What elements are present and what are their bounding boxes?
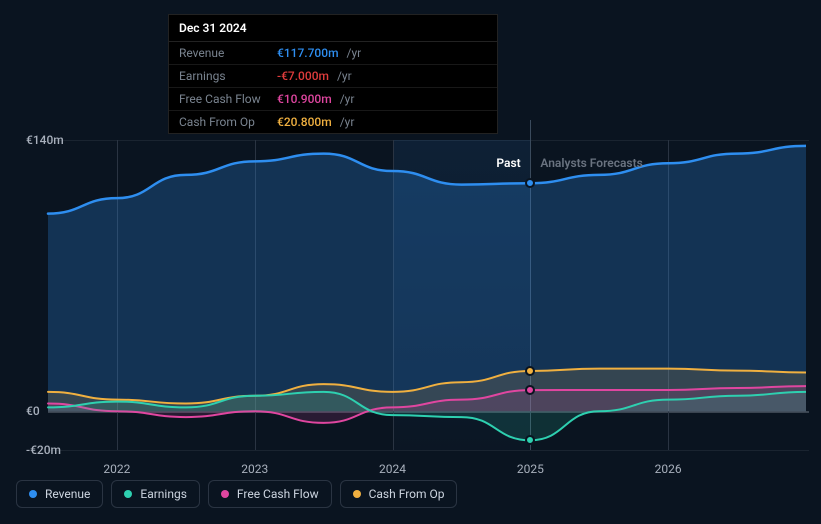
legend-dot-icon [353, 490, 361, 498]
x-axis-label: 2026 [655, 462, 682, 476]
tooltip-row-value: €117.700m [277, 46, 339, 60]
tooltip-row-label: Free Cash Flow [179, 92, 269, 106]
legend-label: Earnings [140, 487, 187, 501]
tooltip-date: Dec 31 2024 [169, 15, 497, 42]
legend-item-earnings[interactable]: Earnings [111, 480, 200, 508]
chart-container: Past Analysts Forecasts €140m €0 -€20m 202… [16, 120, 809, 508]
legend-item-free-cash-flow[interactable]: Free Cash Flow [208, 480, 332, 508]
tooltip-row: Revenue €117.700m/yr [169, 42, 497, 65]
x-axis-label: 2024 [379, 462, 406, 476]
legend-label: Revenue [45, 487, 90, 501]
past-label: Past [496, 156, 520, 170]
legend-dot-icon [29, 490, 37, 498]
tooltip-row-value: -€7.000m [277, 69, 329, 83]
y-axis-label: -€20m [26, 443, 61, 457]
y-axis-label: €0 [26, 404, 40, 418]
x-axis-label: 2025 [517, 462, 544, 476]
x-axis-label: 2023 [241, 462, 268, 476]
tooltip-row-label: Cash From Op [179, 115, 269, 129]
forecast-label: Analysts Forecasts [540, 156, 642, 170]
marker-cash-from-op [525, 366, 535, 376]
x-axis-label: 2022 [103, 462, 130, 476]
chart-legend: Revenue Earnings Free Cash Flow Cash From O… [16, 480, 457, 508]
legend-dot-icon [221, 490, 229, 498]
marker-revenue [525, 178, 535, 188]
tooltip-row-unit: /yr [340, 115, 355, 129]
tooltip-row-value: €20.800m [277, 115, 332, 129]
marker-earnings [525, 435, 535, 445]
chart-tooltip: Dec 31 2024 Revenue €117.700m/yr Earnings-… [168, 14, 498, 134]
marker-free-cash-flow [525, 385, 535, 395]
legend-item-cash-from-op[interactable]: Cash From Op [340, 480, 458, 508]
tooltip-row: Earnings -€7.000m/yr [169, 65, 497, 88]
legend-label: Cash From Op [369, 487, 445, 501]
chart-plot[interactable] [16, 120, 806, 452]
tooltip-row: Cash From Op €20.800m/yr [169, 111, 497, 133]
tooltip-row-unit: /yr [340, 92, 355, 106]
tooltip-row-unit: /yr [347, 46, 362, 60]
tooltip-row-label: Earnings [179, 69, 269, 83]
legend-item-revenue[interactable]: Revenue [16, 480, 103, 508]
tooltip-row-unit: /yr [337, 69, 352, 83]
legend-dot-icon [124, 490, 132, 498]
tooltip-row-label: Revenue [179, 46, 269, 60]
y-axis-label: €140m [26, 133, 64, 147]
tooltip-row-value: €10.900m [277, 92, 332, 106]
legend-label: Free Cash Flow [237, 487, 319, 501]
tooltip-row: Free Cash Flow €10.900m/yr [169, 88, 497, 111]
